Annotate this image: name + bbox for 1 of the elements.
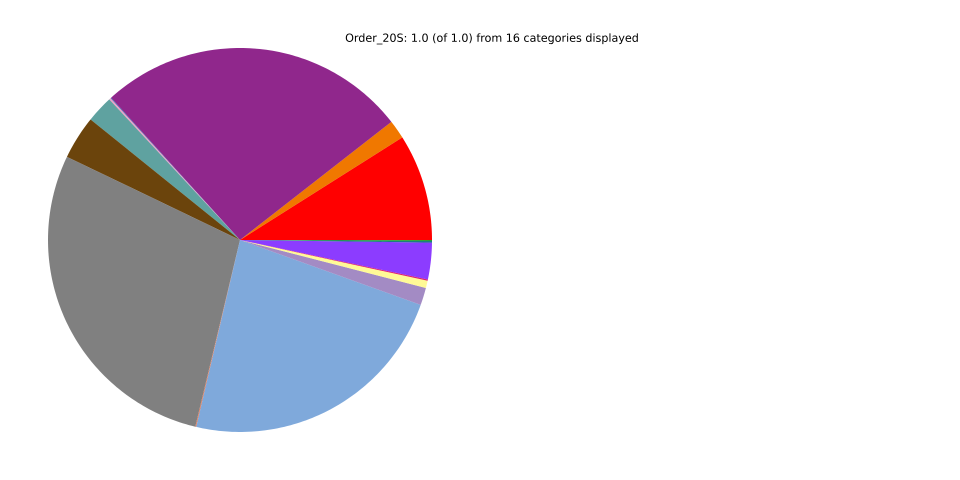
text: Order_20S: 1.0 (of 1.0) from 16 categories displayed bbox=[346, 33, 638, 44]
